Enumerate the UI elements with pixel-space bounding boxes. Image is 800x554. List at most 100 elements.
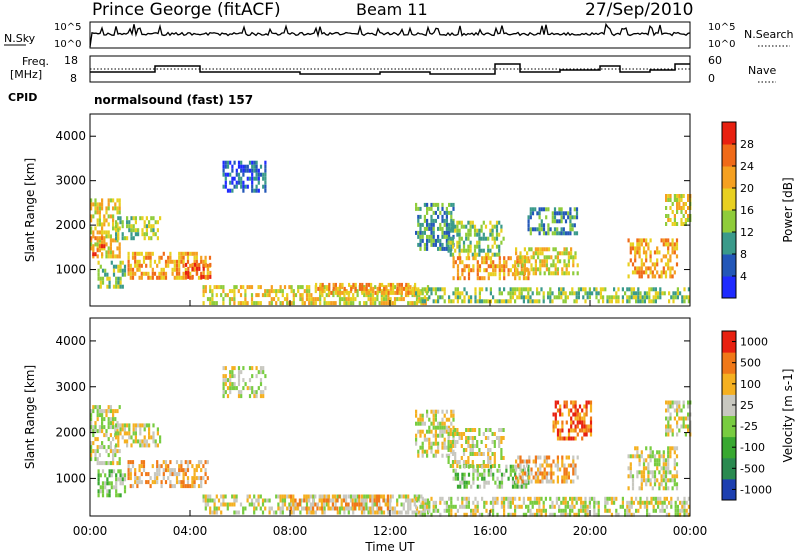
velocity-cell [279,506,282,511]
power-cell [106,284,109,289]
velocity-cell [231,370,234,375]
power-cell [678,206,681,210]
velocity-cell [97,489,100,494]
velocity-cell [563,467,566,472]
power-cell [352,282,355,287]
power-cell [257,285,260,290]
velocity-cell [471,448,474,452]
velocity-cell [169,468,172,473]
velocity-cell [597,504,600,509]
power-cell [597,299,600,304]
power-cell [554,267,557,272]
power-cell [423,295,426,300]
velocity-cell [367,510,370,515]
power-cell [251,180,254,185]
velocity-cell [421,512,424,517]
velocity-cell [589,416,593,421]
velocity-cell [577,508,580,513]
power-cell [542,299,545,304]
velocity-cell [143,427,146,432]
power-cell [629,242,632,247]
velocity-cell [206,476,209,481]
velocity-cell [423,504,426,509]
power-cell [447,248,450,253]
power-cell [233,297,236,302]
velocity-cell [338,506,342,511]
velocity-cell [540,496,543,501]
velocity-cell [681,500,684,505]
velocity-cell [452,413,455,418]
power-cell [191,262,194,267]
velocity-cell [331,494,334,499]
power-cell [680,198,683,202]
power-cell [118,246,121,251]
power-cell [420,289,423,294]
velocity-cell [645,458,648,463]
power-cell [604,287,607,292]
velocity-cell [98,429,101,434]
velocity-cell [589,408,593,413]
velocity-cell [437,508,440,513]
power-cell [119,284,122,289]
power-cell [180,275,183,280]
velocity-cell [441,429,444,434]
power-cell [437,214,440,219]
velocity-cell [191,476,194,481]
velocity-cell [400,502,403,507]
power-cell [670,295,673,300]
velocity-cell [437,409,440,414]
power-cell [426,238,429,243]
power-cell [536,299,539,304]
power-cell [671,274,674,279]
velocity-cell [483,480,486,485]
power-cell [441,242,444,247]
power-cell [571,287,574,292]
velocity-cell [527,508,530,513]
velocity-cell [98,409,101,414]
power-cell [222,168,225,173]
power-cell [187,274,190,279]
power-cell [573,231,576,236]
velocity-cell [650,496,653,501]
power-cell [654,291,657,296]
power-cell [634,266,637,271]
power-cell [675,246,679,251]
power-cell [521,255,524,260]
velocity-cell [123,485,127,490]
power-cell [182,275,185,280]
power-cell [507,291,510,296]
power-cell [514,287,517,292]
velocity-cell [103,425,106,430]
velocity-cell [500,452,503,456]
power-cell [213,301,216,306]
power-cell [640,270,643,275]
velocity-cell [492,512,495,517]
velocity-cell [484,428,488,432]
power-cell [515,247,518,252]
velocity-cell [658,462,661,467]
velocity-cell [581,420,584,425]
velocity-cell [141,423,144,428]
power-cell [567,251,570,256]
velocity-cell [566,500,569,505]
velocity-cell [164,460,168,465]
power-cell [152,232,155,237]
velocity-cell [467,444,470,448]
power-cell [516,260,519,265]
velocity-cell [434,508,437,513]
power-cell [642,250,646,255]
velocity-cell [565,400,568,405]
velocity-cell [554,420,557,425]
velocity-cell [529,512,532,517]
velocity-cell [454,504,457,509]
velocity-cell [527,504,530,509]
velocity-cell [105,461,108,466]
power-cell [432,226,435,231]
power-cell [642,238,646,243]
velocity-cell [567,463,570,468]
velocity-cell [128,423,131,428]
power-cell [432,230,435,235]
power-cell [532,255,535,260]
power-cell [492,295,495,300]
power-cell [164,275,168,280]
